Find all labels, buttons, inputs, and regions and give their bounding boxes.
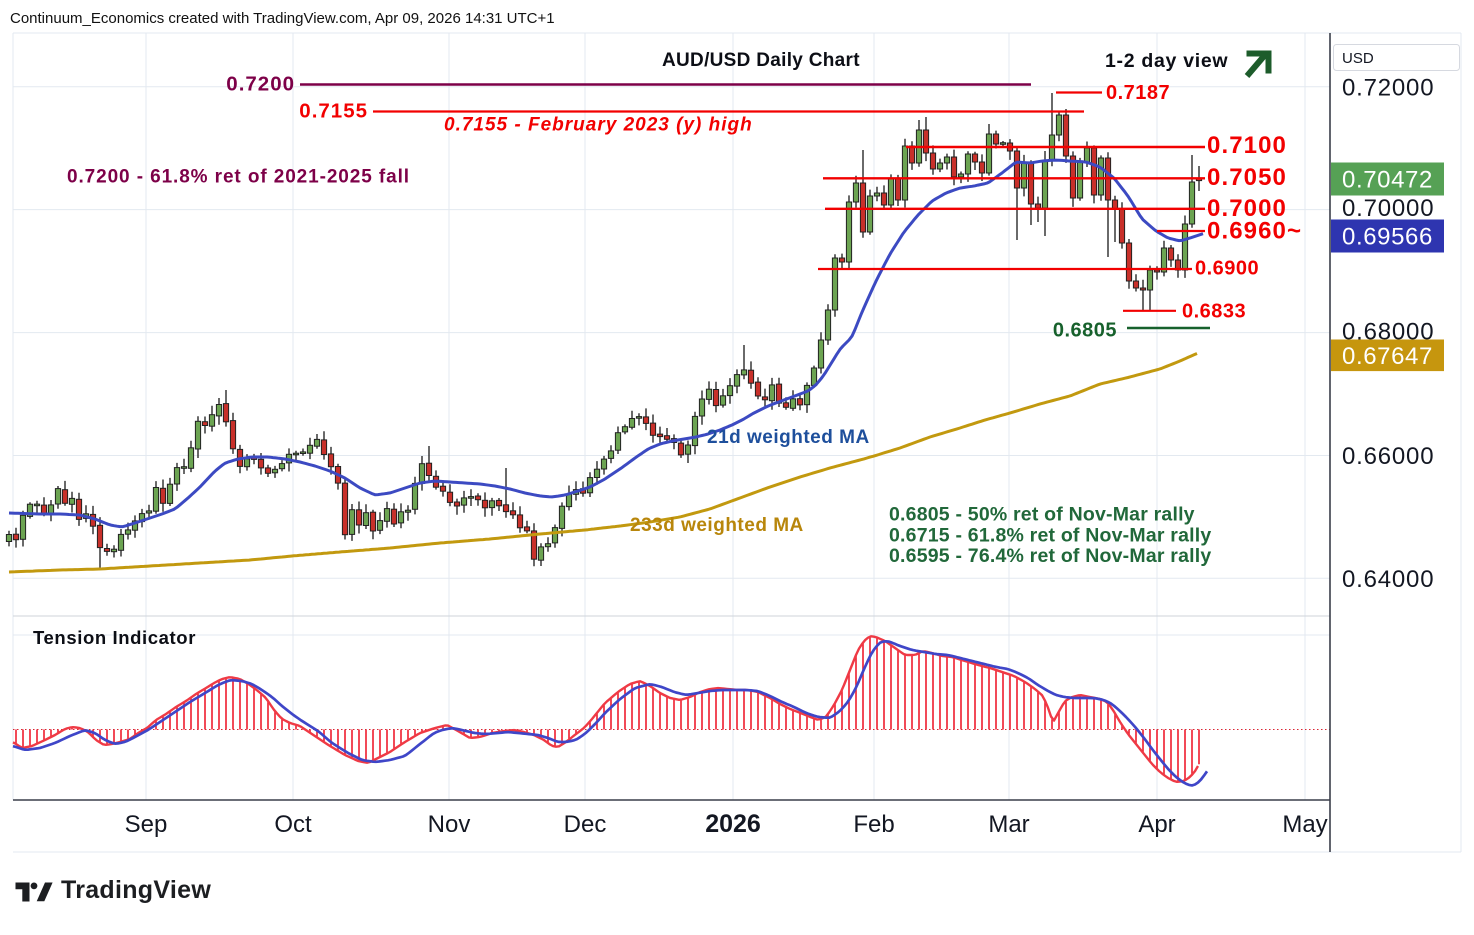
svg-text:2026: 2026 bbox=[705, 810, 761, 838]
svg-text:0.72000: 0.72000 bbox=[1342, 74, 1434, 101]
svg-text:May: May bbox=[1282, 811, 1327, 838]
svg-text:0.70472: 0.70472 bbox=[1342, 167, 1433, 194]
svg-text:Sep: Sep bbox=[125, 811, 168, 838]
svg-text:0.6805 - 50% ret of Nov-Mar ra: 0.6805 - 50% ret of Nov-Mar rally bbox=[889, 504, 1195, 526]
svg-text:0.6960~: 0.6960~ bbox=[1207, 218, 1302, 245]
svg-text:0.6595 - 76.4% ret of Nov-Mar: 0.6595 - 76.4% ret of Nov-Mar rally bbox=[889, 545, 1211, 567]
svg-text:0.6805: 0.6805 bbox=[1053, 320, 1117, 342]
svg-text:1-2 day view: 1-2 day view bbox=[1105, 50, 1228, 72]
svg-text:0.64000: 0.64000 bbox=[1342, 566, 1434, 593]
svg-text:0.7187: 0.7187 bbox=[1106, 82, 1170, 104]
svg-text:Mar: Mar bbox=[988, 811, 1029, 838]
svg-text:TradingView: TradingView bbox=[61, 876, 211, 904]
svg-text:0.7000: 0.7000 bbox=[1207, 195, 1287, 222]
svg-text:0.7100: 0.7100 bbox=[1207, 132, 1287, 159]
svg-text:Tension Indicator: Tension Indicator bbox=[33, 627, 196, 648]
svg-text:21d weighted MA: 21d weighted MA bbox=[707, 427, 870, 448]
svg-text:Feb: Feb bbox=[853, 811, 894, 838]
svg-text:AUD/USD Daily Chart: AUD/USD Daily Chart bbox=[662, 50, 860, 71]
svg-text:0.6833: 0.6833 bbox=[1182, 301, 1246, 323]
svg-text:Nov: Nov bbox=[428, 811, 471, 838]
svg-text:USD: USD bbox=[1342, 50, 1374, 67]
svg-text:0.7200 - 61.8% ret of 2021-202: 0.7200 - 61.8% ret of 2021-2025 fall bbox=[67, 167, 410, 188]
svg-text:0.7155 - February 2023 (y) hig: 0.7155 - February 2023 (y) high bbox=[444, 115, 753, 136]
svg-text:0.6900: 0.6900 bbox=[1195, 258, 1259, 280]
svg-text:Apr: Apr bbox=[1138, 811, 1175, 838]
svg-text:0.7200: 0.7200 bbox=[226, 73, 295, 96]
svg-text:0.67647: 0.67647 bbox=[1342, 343, 1433, 370]
svg-text:0.7050: 0.7050 bbox=[1207, 164, 1287, 191]
svg-text:233d weighted MA: 233d weighted MA bbox=[630, 515, 804, 536]
svg-text:Dec: Dec bbox=[564, 811, 607, 838]
svg-text:0.70000: 0.70000 bbox=[1342, 195, 1434, 222]
svg-text:Continuum_Economics created wi: Continuum_Economics created with Trading… bbox=[10, 10, 555, 27]
svg-text:0.6715 - 61.8% ret of Nov-Mar: 0.6715 - 61.8% ret of Nov-Mar rally bbox=[889, 524, 1211, 546]
svg-text:0.69566: 0.69566 bbox=[1342, 224, 1433, 251]
svg-text:0.66000: 0.66000 bbox=[1342, 443, 1434, 470]
svg-text:0.7155: 0.7155 bbox=[299, 100, 368, 123]
svg-text:Oct: Oct bbox=[274, 811, 312, 838]
